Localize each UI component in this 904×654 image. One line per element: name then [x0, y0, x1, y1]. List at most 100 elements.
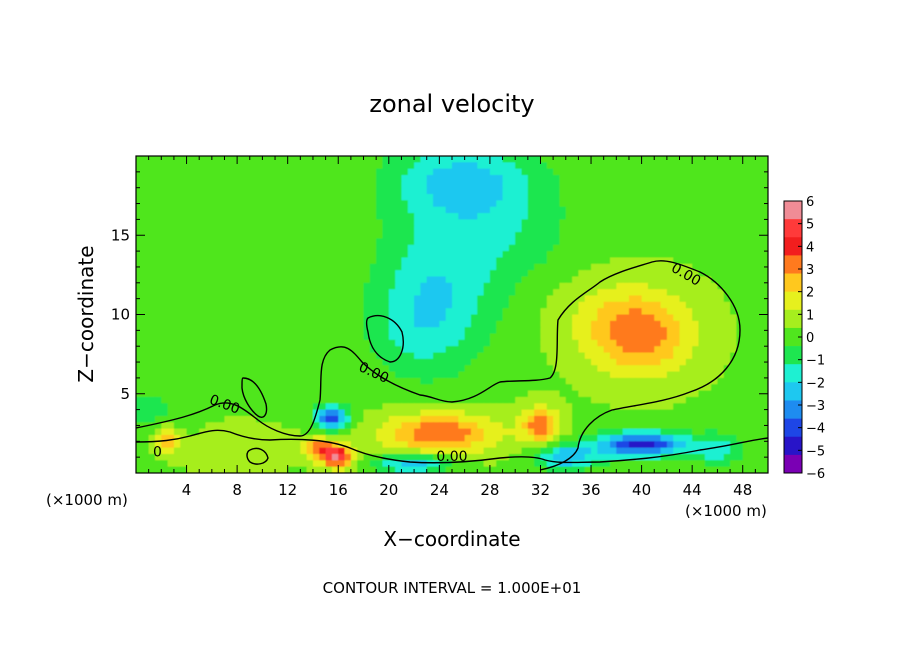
field-cell — [325, 219, 333, 227]
field-cell — [262, 308, 270, 316]
field-cell — [230, 447, 238, 455]
field-cell — [256, 295, 263, 303]
field-cell — [477, 187, 485, 195]
field-cell — [477, 257, 485, 265]
field-cell — [496, 415, 504, 423]
field-cell — [685, 187, 693, 195]
field-cell — [344, 194, 352, 201]
field-cell — [294, 333, 301, 341]
field-cell — [464, 434, 472, 442]
field-cell — [312, 200, 320, 208]
field-cell — [357, 200, 365, 208]
field-cell — [357, 377, 365, 385]
field-cell — [540, 434, 548, 442]
field-cell — [369, 441, 377, 449]
field-cell — [452, 358, 459, 366]
field-cell — [591, 238, 598, 246]
field-cell — [692, 409, 700, 417]
field-cell — [319, 194, 327, 201]
field-cell — [357, 244, 365, 252]
field-cell — [180, 346, 188, 354]
field-cell — [407, 320, 415, 328]
field-cell — [603, 466, 611, 473]
field-cell — [331, 200, 339, 208]
field-cell — [730, 187, 737, 195]
field-cell — [186, 225, 194, 233]
field-cell — [268, 415, 276, 423]
field-cell — [414, 270, 421, 278]
field-cell — [584, 270, 592, 278]
field-cell — [628, 466, 636, 473]
field-cell — [635, 447, 643, 455]
field-cell — [616, 371, 624, 379]
field-cell — [199, 460, 207, 468]
field-cell — [275, 453, 282, 461]
field-cell — [496, 276, 504, 284]
field-cell — [433, 314, 440, 322]
field-cell — [262, 460, 270, 468]
field-cell — [635, 377, 643, 385]
field-cell — [281, 225, 289, 233]
field-cell — [357, 403, 365, 411]
field-cell — [685, 270, 693, 278]
field-cell — [521, 396, 529, 404]
field-cell — [584, 213, 592, 220]
field-cell — [414, 162, 421, 170]
field-cell — [414, 320, 421, 328]
field-cell — [483, 308, 491, 316]
field-cell — [673, 441, 681, 449]
field-cell — [572, 308, 579, 316]
field-cell — [723, 434, 731, 442]
field-cell — [395, 206, 403, 214]
field-cell — [464, 162, 472, 170]
field-cell — [256, 206, 263, 214]
field-cell — [407, 162, 415, 170]
field-cell — [148, 453, 156, 461]
field-cell — [433, 257, 440, 265]
field-cell — [578, 453, 586, 461]
field-cell — [281, 181, 289, 189]
field-cell — [338, 314, 346, 322]
field-cell — [685, 415, 693, 423]
field-cell — [458, 441, 466, 449]
field-cell — [136, 447, 143, 455]
field-cell — [205, 308, 213, 316]
field-cell — [578, 162, 586, 170]
field-cell — [344, 441, 352, 449]
field-cell — [553, 181, 561, 189]
field-cell — [344, 390, 352, 398]
field-cell — [749, 396, 756, 404]
field-cell — [325, 257, 333, 265]
field-cell — [161, 200, 169, 208]
field-cell — [717, 238, 725, 246]
field-cell — [218, 333, 226, 341]
field-cell — [268, 219, 276, 227]
field-cell — [319, 390, 327, 398]
field-cell — [660, 327, 668, 335]
field-cell — [527, 219, 535, 227]
field-cell — [338, 168, 346, 176]
field-cell — [591, 200, 598, 208]
field-cell — [483, 181, 491, 189]
field-cell — [723, 409, 731, 417]
field-cell — [445, 257, 453, 265]
field-cell — [761, 384, 768, 392]
field-cell — [199, 295, 207, 303]
field-cell — [540, 447, 548, 455]
field-cell — [635, 282, 643, 290]
field-cell — [268, 308, 276, 316]
field-cell — [534, 409, 542, 417]
field-cell — [502, 441, 510, 449]
field-cell — [622, 232, 630, 240]
field-cell — [136, 441, 143, 449]
field-cell — [553, 327, 561, 335]
field-cell — [211, 213, 219, 220]
field-cell — [331, 403, 339, 411]
field-cell — [458, 428, 466, 436]
field-cell — [559, 200, 567, 208]
field-cell — [287, 282, 295, 290]
field-cell — [647, 244, 655, 252]
field-cell — [692, 156, 700, 163]
field-cell — [161, 257, 169, 265]
field-cell — [230, 390, 238, 398]
